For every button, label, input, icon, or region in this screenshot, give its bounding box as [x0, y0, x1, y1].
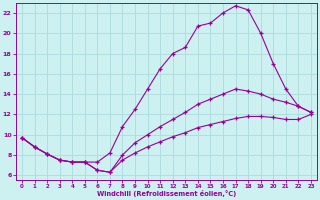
X-axis label: Windchill (Refroidissement éolien,°C): Windchill (Refroidissement éolien,°C): [97, 190, 236, 197]
